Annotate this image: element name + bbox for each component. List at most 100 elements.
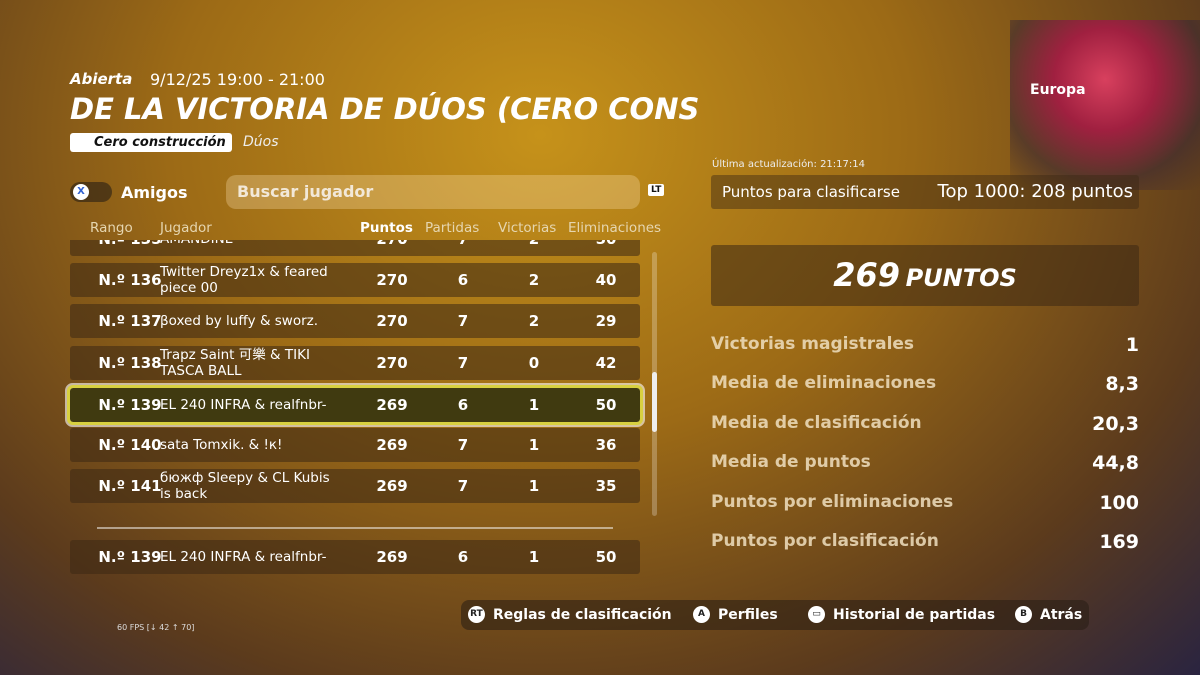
- player-name: EL 240 INFRA & realfnbr-: [160, 549, 327, 565]
- cell: 269: [376, 396, 408, 414]
- cell: 1: [528, 477, 540, 495]
- toggle[interactable]: X: [70, 182, 112, 202]
- column-header: Eliminaciones: [568, 220, 662, 236]
- row[interactable]: N.º 136 Twitter Dreyz1x & feared piece 00…: [70, 263, 640, 297]
- footer-button[interactable]: A Perfiles: [693, 606, 778, 623]
- divider: [97, 527, 613, 529]
- status: Abierta: [70, 70, 133, 88]
- footer-button[interactable]: RT Reglas de clasificación: [468, 606, 672, 623]
- row[interactable]: N.º 140 sata Tomxik. & !к! 269 7 1 36: [70, 428, 640, 462]
- button-label: Reglas de clasificación: [493, 606, 672, 623]
- button-key: RT: [468, 606, 485, 623]
- total-unit: PUNTOS: [905, 264, 1017, 292]
- cell: N.º 137: [98, 312, 162, 330]
- qualify-value: Top 1000: 208 puntos: [937, 181, 1133, 202]
- cell: 6: [457, 396, 469, 414]
- cell: 269: [376, 548, 408, 566]
- button-key: ▭: [808, 606, 825, 623]
- player-name: Trapz Saint 可樂 & TIKI TASCA BALL: [160, 347, 310, 379]
- search-box[interactable]: Buscar jugador: [226, 175, 640, 209]
- cell: 1: [528, 396, 540, 414]
- cell: N.º 140: [98, 436, 162, 454]
- cell: 40: [595, 271, 617, 289]
- stat-label: Puntos por clasificación: [711, 531, 939, 551]
- key: X: [73, 184, 89, 200]
- avatar: [1010, 20, 1200, 190]
- player-name: βoxed by luffy & sworz.: [160, 313, 319, 329]
- cell: 7: [457, 436, 469, 454]
- cell: N.º 136: [98, 271, 162, 289]
- footer-button[interactable]: B Atrás: [1015, 606, 1082, 623]
- player-name: бюжф Sleepy & CL Kubis is back: [160, 470, 330, 502]
- stat-label: Media de puntos: [711, 452, 871, 473]
- cell: 42: [595, 354, 617, 372]
- row[interactable]: N.º 135 AMANDINE 270 7 2 50: [70, 230, 640, 256]
- cell: N.º 139: [98, 396, 162, 414]
- cell: 29: [595, 312, 617, 330]
- row[interactable]: N.º 138 Trapz Saint 可樂 & TIKI TASCA BALL 2…: [70, 346, 640, 380]
- cell: 7: [457, 230, 469, 248]
- stat-value: 8,3: [1105, 373, 1139, 396]
- cell: 270: [376, 312, 408, 330]
- stat-label: Victorias magistrales: [711, 334, 915, 354]
- row[interactable]: N.º 139 EL 240 INFRA & realfnbr- 269 6 1 50: [70, 540, 640, 574]
- column-header: Victorias: [498, 220, 557, 236]
- stat-value: 100: [1099, 491, 1139, 514]
- cell: 7: [457, 477, 469, 495]
- column-header: Jugador: [160, 220, 212, 236]
- cell: 7: [457, 312, 469, 330]
- stat-value: 20,3: [1092, 412, 1139, 435]
- scrollbar: [652, 252, 657, 516]
- player-name: sata Tomxik. & !к!: [160, 437, 283, 453]
- button-label: Atrás: [1040, 606, 1083, 623]
- cell: 2: [528, 271, 540, 289]
- footer-button[interactable]: ▭ Historial de partidas: [808, 606, 995, 623]
- cell: 1: [528, 548, 540, 566]
- stat-label: Puntos por eliminaciones: [711, 491, 954, 512]
- cell: 35: [595, 477, 617, 495]
- cell: 270: [376, 271, 408, 289]
- cell: 6: [457, 548, 469, 566]
- cell: 0: [528, 354, 540, 372]
- stat-value: 44,8: [1092, 452, 1139, 475]
- qualify-box: Puntos para clasificarse Top 1000: 208 p…: [711, 175, 1139, 209]
- cell: 1: [528, 436, 540, 454]
- key: LT: [648, 184, 665, 196]
- column-header: Rango: [90, 220, 133, 236]
- datetime: 9/12/25 19:00 - 21:00: [150, 70, 325, 89]
- total-box: 269 PUNTOS: [711, 245, 1139, 306]
- stat-label: Media de clasificación: [711, 412, 922, 433]
- stat-value: 1: [1125, 334, 1139, 356]
- player-name: AMANDINE: [160, 231, 234, 247]
- row-selected[interactable]: N.º 139 EL 240 INFRA & realfnbr- 269 6 1 50: [67, 385, 643, 425]
- stat-label: Media de eliminaciones: [711, 373, 937, 394]
- cell: 36: [595, 436, 617, 454]
- cell: 2: [528, 230, 540, 248]
- fps: 60 FPS [↓ 42 ↑ 70]: [117, 623, 195, 632]
- cell: 6: [457, 271, 469, 289]
- cell: 50: [595, 230, 617, 248]
- column-header: Partidas: [425, 220, 480, 236]
- cell: 269: [376, 477, 408, 495]
- cell: 270: [376, 230, 408, 248]
- row[interactable]: N.º 141 бюжф Sleepy & CL Kubis is back 269…: [70, 469, 640, 503]
- region: Europa: [1030, 82, 1086, 98]
- cell: 269: [376, 436, 408, 454]
- cell: 7: [457, 354, 469, 372]
- player-name: EL 240 INFRA & realfnbr-: [160, 397, 327, 413]
- qualify-label: Puntos para clasificarse: [722, 183, 900, 201]
- cell: 270: [376, 354, 408, 372]
- friends[interactable]: Amigos: [121, 183, 188, 202]
- cell: N.º 138: [98, 354, 162, 372]
- button-label: Perfiles: [718, 606, 778, 623]
- row[interactable]: N.º 137 βoxed by luffy & sworz. 270 7 2 29: [70, 304, 640, 338]
- cell: 50: [595, 396, 617, 414]
- team: Dúos: [243, 134, 279, 150]
- total-number: 269: [833, 256, 900, 294]
- cell: 50: [595, 548, 617, 566]
- cell: N.º 141: [98, 477, 162, 495]
- button-key: A: [693, 606, 710, 623]
- cell: N.º 139: [98, 548, 162, 566]
- column-header: Puntos: [360, 220, 413, 236]
